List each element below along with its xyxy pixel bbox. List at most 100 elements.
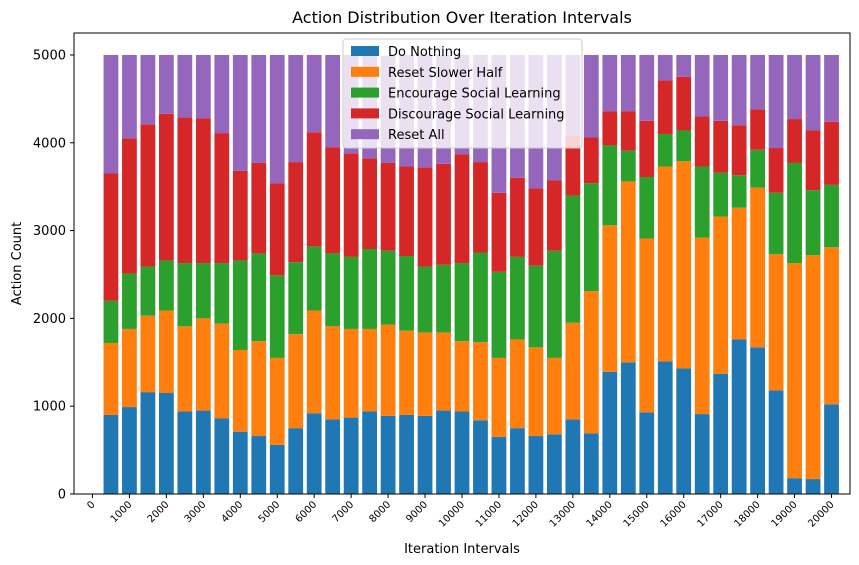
bar-segment bbox=[325, 253, 341, 327]
bar-segment bbox=[417, 332, 433, 416]
bar-segment bbox=[694, 116, 710, 167]
bar-segment bbox=[454, 411, 470, 494]
bar-segment bbox=[195, 318, 211, 411]
y-tick-label: 5000 bbox=[33, 48, 66, 63]
bar-segment bbox=[620, 111, 636, 151]
x-tick-label: 16000 bbox=[659, 499, 689, 529]
bar-segment bbox=[417, 266, 433, 333]
x-tick-label: 9000 bbox=[404, 499, 430, 525]
x-tick-label: 14000 bbox=[585, 499, 615, 529]
y-tick-label: 2000 bbox=[33, 312, 66, 327]
bar-segment bbox=[787, 119, 802, 163]
bar-segment bbox=[473, 342, 488, 421]
bar-segment bbox=[288, 262, 304, 335]
chart-title: Action Distribution Over Iteration Inter… bbox=[292, 8, 632, 27]
y-tick-label: 4000 bbox=[33, 136, 66, 151]
bar-segment bbox=[362, 328, 378, 412]
bar-segment bbox=[676, 76, 692, 131]
bar-segment bbox=[473, 420, 488, 494]
bar-segment bbox=[787, 54, 802, 120]
bar-segment bbox=[824, 184, 839, 248]
bar-segment bbox=[288, 54, 304, 163]
bar-segment bbox=[380, 250, 396, 325]
bar-segment bbox=[214, 54, 230, 134]
bar-segment bbox=[602, 145, 618, 226]
bar-segment bbox=[546, 357, 562, 435]
legend-label: Reset All bbox=[388, 128, 445, 143]
bar-segment bbox=[122, 407, 137, 494]
bar-segment bbox=[306, 413, 322, 494]
bar-segment bbox=[122, 273, 137, 329]
bar-segment bbox=[694, 166, 710, 238]
bar-segment bbox=[195, 54, 211, 119]
bar-segment bbox=[787, 263, 802, 479]
bar-segment bbox=[436, 410, 451, 494]
bar-segment bbox=[158, 393, 174, 494]
bar-segment bbox=[787, 162, 802, 264]
bar-segment bbox=[103, 173, 119, 301]
bar-segment bbox=[177, 117, 193, 264]
bar-segment bbox=[676, 130, 692, 162]
bar-segment bbox=[325, 326, 341, 420]
bar-segment bbox=[620, 181, 636, 363]
bar-segment bbox=[713, 120, 729, 173]
bar-segment bbox=[583, 183, 599, 292]
bar-segment bbox=[546, 180, 562, 251]
bar-segment bbox=[362, 411, 378, 494]
bar-segment bbox=[140, 315, 156, 393]
bar-segment bbox=[380, 415, 396, 494]
bar-segment bbox=[288, 162, 304, 263]
bar-segment bbox=[510, 428, 525, 494]
bar-segment bbox=[657, 80, 673, 134]
bar-segment bbox=[436, 163, 451, 265]
bar-segment bbox=[583, 137, 599, 184]
bar-segment bbox=[565, 135, 581, 196]
bar-segment bbox=[565, 322, 581, 420]
bar-segment bbox=[158, 260, 174, 311]
x-tick-label: 11000 bbox=[474, 499, 504, 529]
bar-segment bbox=[768, 192, 784, 255]
bar-segment bbox=[676, 368, 692, 494]
bar-segment bbox=[251, 162, 267, 254]
bar-segment bbox=[325, 419, 341, 494]
x-axis-label: Iteration Intervals bbox=[404, 542, 520, 557]
bar-segment bbox=[177, 326, 193, 412]
bar-segment bbox=[232, 431, 248, 494]
bar-segment bbox=[713, 373, 729, 494]
bar-segment bbox=[805, 479, 821, 494]
legend-label: Do Nothing bbox=[388, 45, 461, 60]
bar-segment bbox=[694, 237, 710, 415]
bar-segment bbox=[103, 54, 119, 174]
legend: Do Nothing Reset Slower Half Encourage Soc… bbox=[342, 38, 583, 149]
bar-segment bbox=[824, 121, 839, 185]
bar-segment bbox=[195, 410, 211, 494]
bar-segment bbox=[269, 183, 285, 276]
bar-segment bbox=[362, 158, 378, 250]
bar-segment bbox=[583, 291, 599, 434]
bar-segment bbox=[602, 225, 618, 372]
bar-segment bbox=[750, 109, 766, 150]
bar-segment bbox=[251, 341, 267, 437]
bar-segment bbox=[140, 392, 156, 494]
bar-segment bbox=[269, 444, 285, 494]
y-tick-label: 0 bbox=[58, 488, 66, 503]
bar-segment bbox=[620, 150, 636, 182]
bar-segment bbox=[177, 263, 193, 327]
bar-segment bbox=[805, 54, 821, 131]
bar-segment bbox=[306, 246, 322, 311]
bar-segment bbox=[713, 216, 729, 374]
bar-segment bbox=[325, 54, 341, 148]
bar-segment bbox=[140, 266, 156, 316]
bar-segment bbox=[103, 414, 119, 494]
bar-segment bbox=[343, 153, 359, 257]
legend-label: Reset Slower Half bbox=[388, 66, 503, 81]
bar-segment bbox=[694, 54, 710, 117]
bar-segment bbox=[343, 256, 359, 329]
bar-segment bbox=[269, 54, 285, 184]
bar-segment bbox=[528, 265, 544, 348]
bar-segment bbox=[214, 263, 230, 324]
bar-segment bbox=[251, 253, 267, 342]
bar-segment bbox=[251, 54, 267, 163]
legend-swatch bbox=[351, 108, 379, 119]
bar-segment bbox=[122, 328, 137, 408]
